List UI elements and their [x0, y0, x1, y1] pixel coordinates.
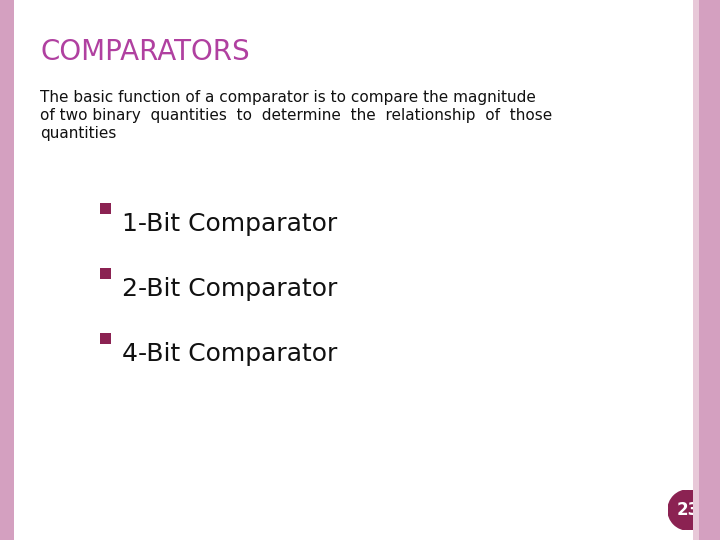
Circle shape [668, 490, 708, 530]
Text: 4-Bit Comparator: 4-Bit Comparator [122, 342, 338, 366]
Text: The basic function of a comparator is to compare the magnitude: The basic function of a comparator is to… [40, 90, 536, 105]
Text: 23: 23 [676, 501, 700, 519]
Text: COMPARATORS: COMPARATORS [40, 38, 250, 66]
Text: quantities: quantities [40, 126, 117, 141]
Text: of two binary  quantities  to  determine  the  relationship  of  those: of two binary quantities to determine th… [40, 108, 552, 123]
Text: 2-Bit Comparator: 2-Bit Comparator [122, 277, 338, 301]
Text: 1-Bit Comparator: 1-Bit Comparator [122, 212, 337, 236]
